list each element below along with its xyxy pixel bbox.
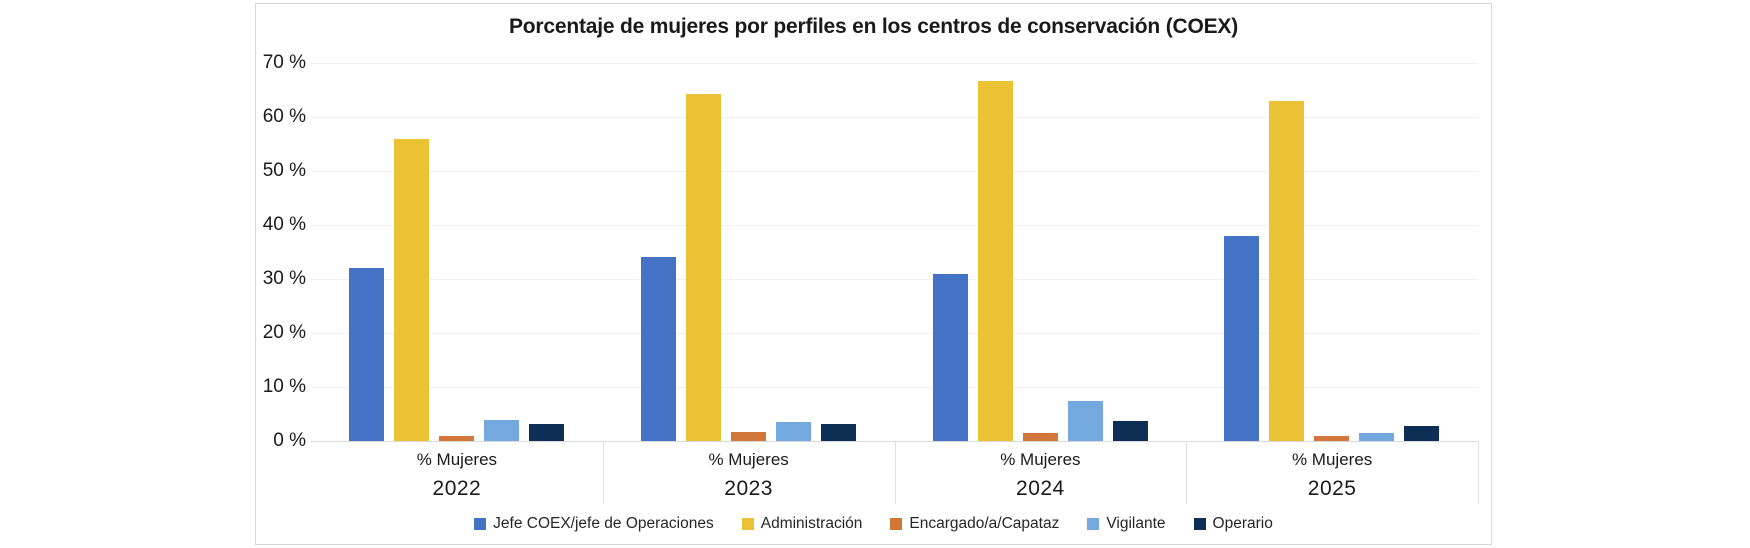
bar-2025-2: [1269, 100, 1305, 441]
x-label-2024: % Mujeres 2024: [895, 441, 1187, 506]
x-year-label: 2023: [724, 477, 773, 500]
legend-label: Administración: [760, 515, 863, 532]
legend-item-5: Operario: [1193, 515, 1273, 533]
bar-2024-3: [1022, 432, 1058, 441]
gridline-40: [311, 224, 1478, 226]
category-separator: [1478, 441, 1479, 504]
gridline-60: [311, 116, 1478, 118]
y-tick-label-40: 40 %: [262, 214, 306, 235]
bar-2023-3: [730, 431, 766, 441]
legend-swatch-icon: [1193, 518, 1206, 530]
chart-title: Porcentaje de mujeres por perfiles en lo…: [508, 15, 1238, 38]
bar-2025-5: [1404, 425, 1440, 441]
gridline-70: [311, 62, 1478, 64]
bar-2024-1: [932, 273, 968, 441]
bar-2023-2: [685, 93, 721, 441]
x-year-label: 2024: [1016, 477, 1065, 500]
bar-group-2023: [603, 63, 895, 441]
bar-2023-5: [820, 424, 856, 441]
x-label-2023: % Mujeres 2023: [603, 441, 895, 506]
legend-swatch-icon: [890, 518, 903, 530]
legend-item-1: Jefe COEX/jefe de Operaciones: [474, 515, 714, 533]
x-label-2025: % Mujeres 2025: [1186, 441, 1478, 506]
legend-label: Operario: [1212, 515, 1273, 532]
bar-2025-4: [1359, 433, 1395, 441]
x-sublabel: % Mujeres: [1000, 450, 1081, 469]
bar-2025-3: [1314, 436, 1350, 441]
bar-2022-2: [394, 138, 429, 441]
x-sublabel: % Mujeres: [1291, 450, 1373, 469]
gridline-10: [311, 386, 1478, 388]
x-year-label: 2025: [1307, 477, 1357, 500]
category-separator: [602, 441, 604, 504]
gridline-20: [311, 332, 1478, 334]
legend-label: Vigilante: [1106, 515, 1166, 532]
legend-label: Encargado/a/Capataz: [909, 515, 1060, 532]
bar-group-2024: [895, 63, 1187, 441]
legend-swatch-icon: [474, 518, 487, 530]
legend-swatch-icon: [741, 518, 754, 530]
y-tick-label-0: 0 %: [273, 430, 306, 451]
gridline-30: [311, 278, 1478, 280]
gridline-50: [311, 170, 1478, 172]
bar-2022-3: [439, 435, 474, 441]
bar-group-2022: [311, 63, 603, 441]
y-tick-label-30: 30 %: [262, 268, 306, 289]
bar-2024-4: [1067, 401, 1103, 441]
legend: Jefe COEX/jefe de Operaciones Administrac…: [256, 512, 1491, 536]
plot-area: [311, 62, 1479, 504]
bar-2024-5: [1112, 421, 1148, 441]
legend-label: Jefe COEX/jefe de Operaciones: [493, 515, 714, 532]
category-separator: [1186, 441, 1188, 504]
legend-item-3: Encargado/a/Capataz: [890, 515, 1059, 533]
bar-2025-1: [1224, 235, 1260, 441]
bar-2023-4: [775, 422, 811, 441]
bar-2024-2: [977, 80, 1013, 441]
bar-2023-1: [640, 257, 676, 441]
bar-group-2025: [1186, 63, 1478, 441]
legend-item-2: Administración: [741, 515, 863, 533]
chart-panel: Porcentaje de mujeres por perfiles en lo…: [255, 3, 1492, 545]
x-sublabel: % Mujeres: [708, 450, 789, 469]
category-separator: [894, 441, 896, 504]
y-tick-label-20: 20 %: [262, 322, 306, 343]
y-tick-label-60: 60 %: [262, 106, 306, 127]
y-tick-label-50: 50 %: [262, 160, 306, 181]
y-tick-label-10: 10 %: [262, 376, 306, 397]
x-label-2022: % Mujeres 2022: [311, 441, 603, 506]
bar-2022-1: [349, 268, 384, 441]
y-tick-label-70: 70 %: [262, 52, 306, 73]
x-year-label: 2022: [432, 477, 482, 500]
legend-item-4: Vigilante: [1087, 515, 1166, 533]
x-axis-labels: % Mujeres 2022 % Mujeres 2023 % Mujeres 2024%…: [311, 441, 1478, 506]
legend-swatch-icon: [1087, 518, 1100, 530]
bar-2022-5: [529, 423, 564, 441]
x-sublabel: % Mujeres: [416, 450, 498, 469]
bar-2022-4: [484, 419, 519, 441]
